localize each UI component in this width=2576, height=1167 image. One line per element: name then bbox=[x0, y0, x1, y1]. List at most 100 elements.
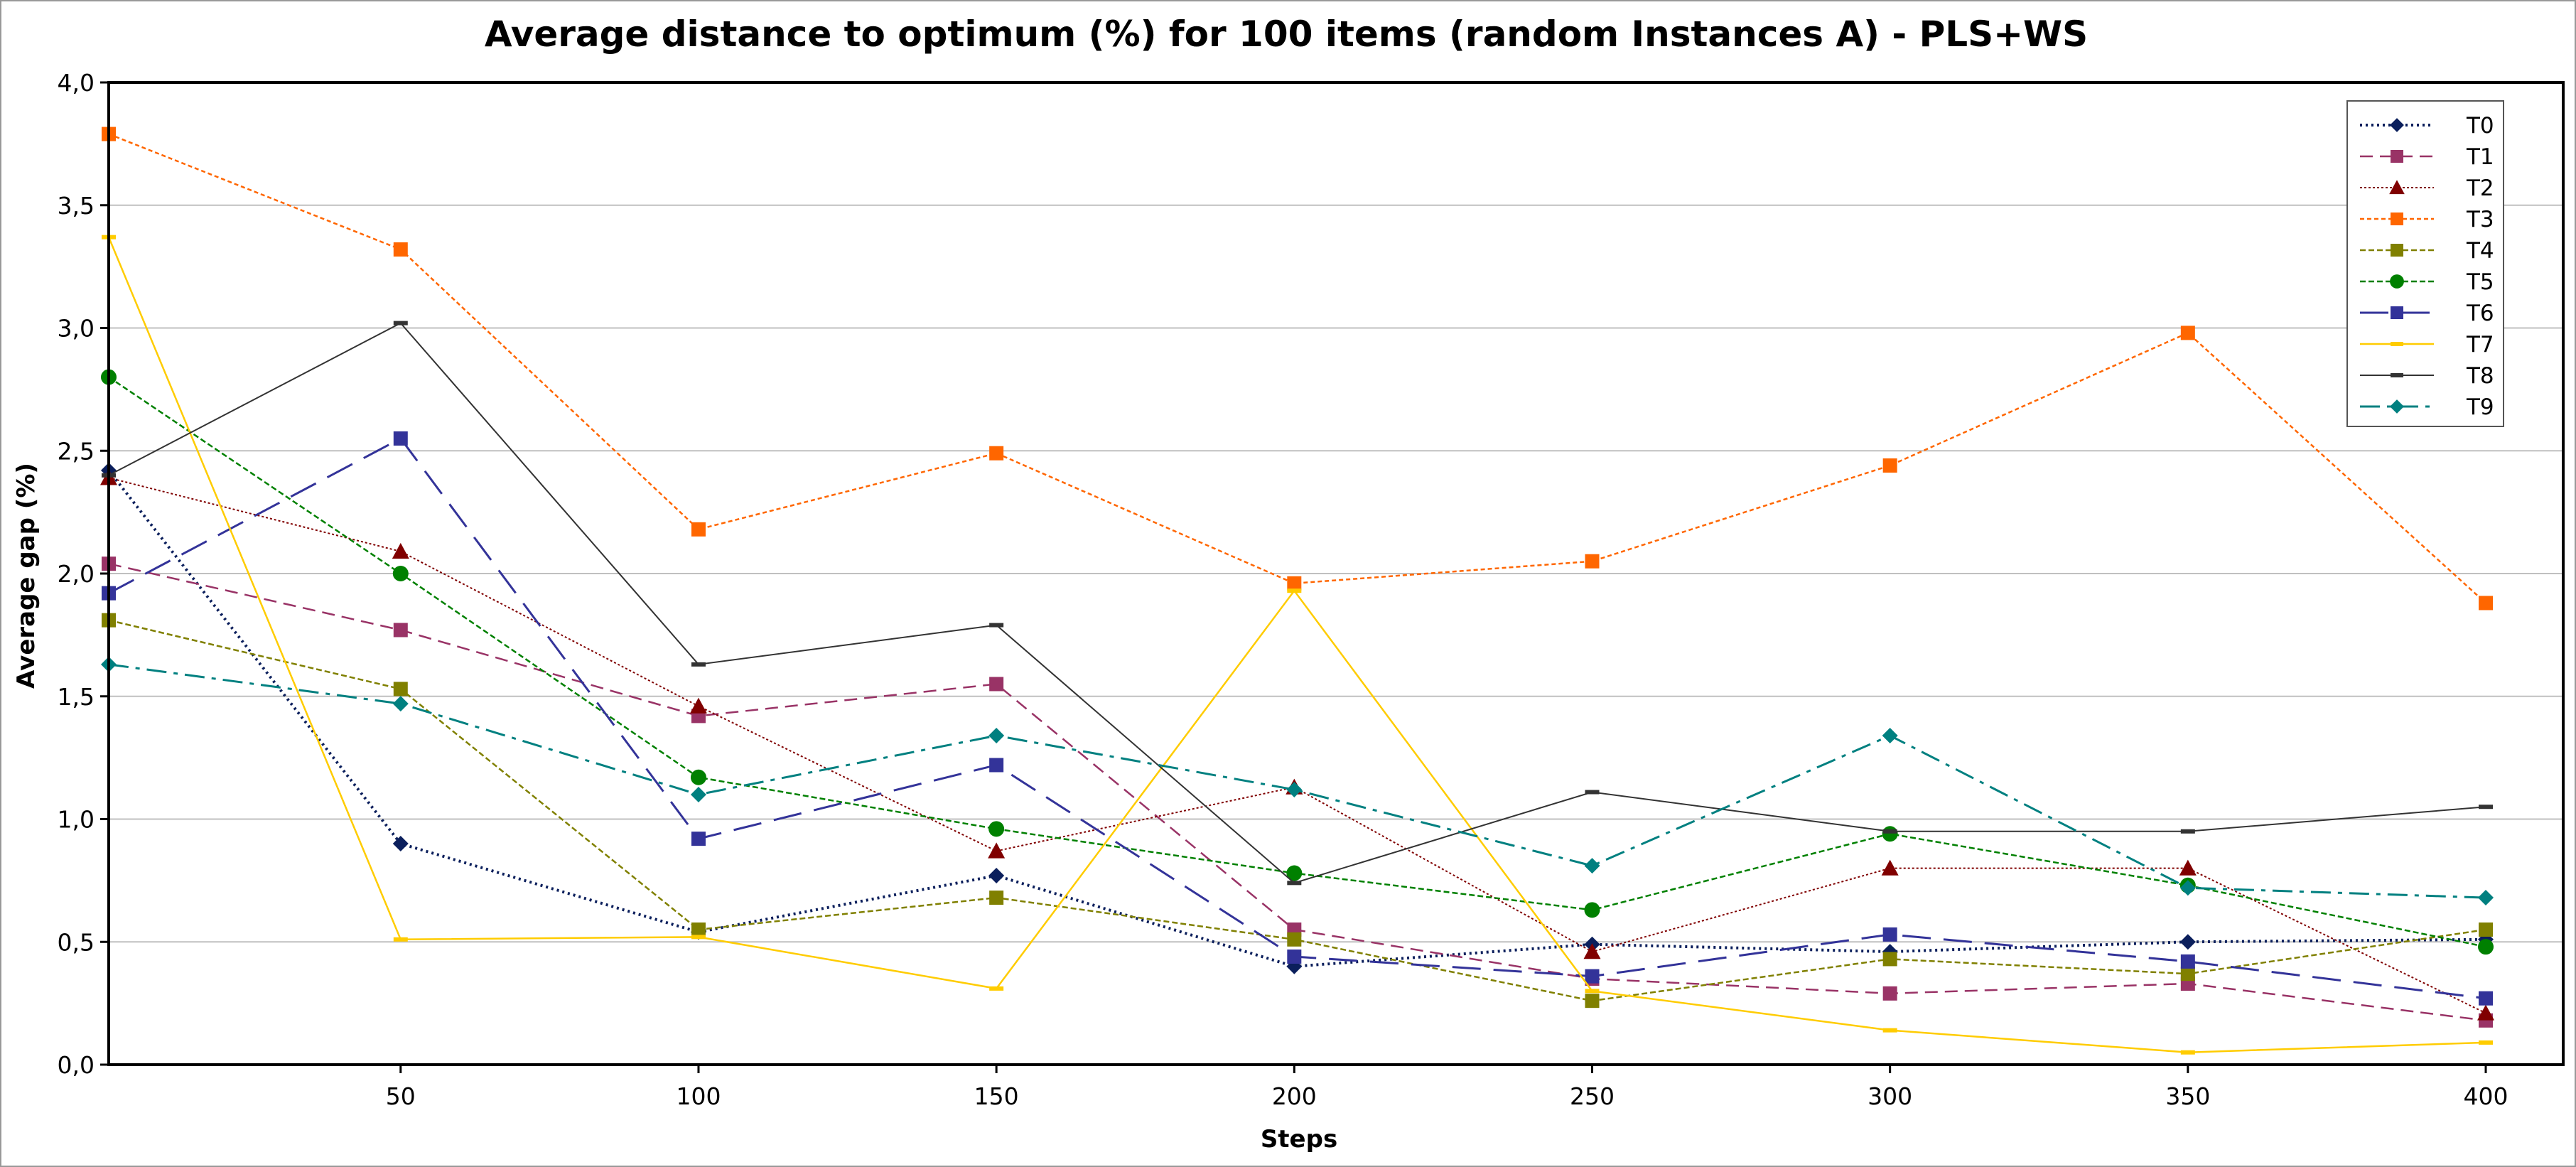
chart-title: Average distance to optimum (%) for 100 … bbox=[485, 14, 2088, 55]
legend-entry: T5 bbox=[2360, 269, 2494, 295]
legend-label: T5 bbox=[2466, 269, 2494, 295]
series-line bbox=[108, 663, 2486, 899]
data-point bbox=[690, 786, 706, 802]
x-tick-label: 350 bbox=[2165, 1082, 2210, 1110]
data-point bbox=[1584, 858, 1600, 874]
y-tick-label: 1,0 bbox=[58, 806, 95, 834]
data-point bbox=[691, 922, 706, 937]
series-line bbox=[108, 133, 2486, 604]
legend-marker bbox=[2391, 306, 2403, 319]
data-point bbox=[1882, 829, 1897, 834]
series-T4 bbox=[102, 613, 2494, 1009]
legend: T0 T1 T2 T3 T4 T5 T6 T7 T8 T9 bbox=[2346, 100, 2504, 427]
data-point bbox=[392, 696, 409, 712]
data-point bbox=[2478, 939, 2494, 955]
legend-entry: T6 bbox=[2360, 301, 2494, 326]
data-point bbox=[1286, 865, 1303, 881]
data-point bbox=[2479, 805, 2494, 810]
data-point bbox=[393, 937, 408, 942]
legend-marker bbox=[2389, 180, 2405, 195]
legend-marker bbox=[2390, 399, 2404, 414]
x-tick-label: 50 bbox=[386, 1082, 416, 1110]
x-tick-label: 300 bbox=[1868, 1082, 1912, 1110]
data-point bbox=[2478, 890, 2494, 906]
data-point bbox=[989, 986, 1004, 991]
y-tick-label: 0,0 bbox=[58, 1051, 95, 1079]
data-point bbox=[690, 769, 706, 785]
data-point bbox=[393, 321, 408, 326]
legend-entry: T2 bbox=[2360, 176, 2494, 201]
x-tick-label: 200 bbox=[1272, 1082, 1317, 1110]
data-point bbox=[393, 682, 408, 697]
data-point bbox=[1585, 969, 1600, 984]
data-point bbox=[989, 623, 1004, 628]
legend-label: T0 bbox=[2466, 113, 2494, 139]
legend-box bbox=[2346, 100, 2504, 427]
y-tick-label: 0,5 bbox=[58, 928, 95, 956]
data-point bbox=[691, 935, 706, 940]
data-point bbox=[1882, 1028, 1897, 1033]
data-point bbox=[392, 566, 409, 581]
data-point bbox=[989, 446, 1004, 461]
legend-entry: T9 bbox=[2360, 394, 2494, 420]
data-point bbox=[691, 662, 706, 667]
data-point bbox=[988, 842, 1006, 859]
data-point bbox=[691, 832, 706, 846]
data-point bbox=[393, 623, 408, 638]
data-point bbox=[1881, 859, 1899, 876]
data-point bbox=[988, 821, 1005, 837]
legend-marker bbox=[2391, 373, 2403, 377]
legend-label: T6 bbox=[2466, 301, 2494, 326]
data-point bbox=[2479, 1040, 2494, 1045]
data-point bbox=[393, 431, 408, 446]
y-axis-label: Average gap (%) bbox=[12, 463, 41, 689]
data-point bbox=[1287, 949, 1302, 964]
data-point bbox=[989, 758, 1004, 773]
data-point bbox=[691, 522, 706, 537]
data-point bbox=[1585, 994, 1600, 1009]
legend-marker bbox=[2391, 150, 2403, 163]
data-point bbox=[2477, 1004, 2495, 1021]
data-point bbox=[1583, 943, 1601, 959]
data-point bbox=[2180, 1050, 2195, 1055]
x-tick-label: 400 bbox=[2464, 1082, 2508, 1110]
legend-entry: T0 bbox=[2360, 113, 2494, 139]
data-point bbox=[2180, 829, 2195, 834]
data-point bbox=[2180, 967, 2195, 982]
legend-entry: T3 bbox=[2360, 207, 2494, 232]
data-point bbox=[1882, 986, 1897, 1001]
data-point bbox=[988, 728, 1005, 744]
data-point bbox=[2180, 326, 2195, 340]
legend-marker bbox=[2391, 213, 2403, 225]
data-point bbox=[1287, 881, 1302, 886]
y-tick-label: 3,0 bbox=[58, 315, 95, 343]
legend-marker bbox=[2391, 244, 2403, 257]
legend-marker bbox=[2391, 342, 2403, 346]
data-point bbox=[689, 697, 707, 714]
series-T3 bbox=[102, 127, 2494, 611]
data-point bbox=[1585, 989, 1600, 994]
legend-entry: T8 bbox=[2360, 363, 2494, 389]
data-point bbox=[2179, 880, 2196, 896]
legend-entry: T4 bbox=[2360, 238, 2494, 264]
data-point bbox=[1882, 826, 1898, 842]
legend-label: T7 bbox=[2466, 332, 2494, 357]
legend-label: T2 bbox=[2466, 176, 2494, 201]
data-point bbox=[2179, 859, 2197, 876]
data-point bbox=[2479, 991, 2494, 1006]
data-point bbox=[989, 891, 1004, 905]
y-tick-label: 3,5 bbox=[58, 192, 95, 220]
data-point bbox=[2479, 596, 2494, 611]
y-tick-label: 2,5 bbox=[58, 437, 95, 465]
legend-marker bbox=[2390, 118, 2404, 132]
data-point bbox=[1287, 588, 1302, 593]
x-tick-label: 250 bbox=[1570, 1082, 1615, 1110]
data-point bbox=[2179, 934, 2196, 950]
legend-label: T1 bbox=[2466, 144, 2494, 170]
legend-label: T8 bbox=[2466, 363, 2494, 389]
data-point bbox=[2180, 954, 2195, 969]
legend-label: T3 bbox=[2466, 207, 2494, 232]
data-point bbox=[1585, 790, 1600, 795]
